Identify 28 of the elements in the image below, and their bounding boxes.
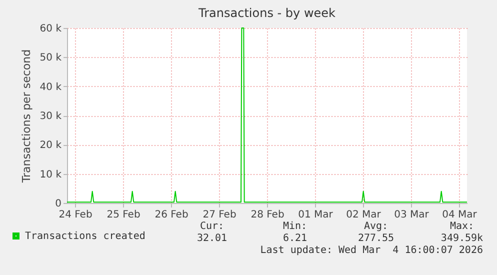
y-tick-label: 40 k [40, 82, 62, 93]
x-tick-label: 02 Mar [346, 210, 382, 220]
text: 32.01 [196, 233, 228, 244]
y-tick-label: 0 [55, 198, 62, 210]
x-tick-label: 26 Feb [154, 210, 188, 220]
y-tick-label: 50 k [40, 52, 62, 64]
x-tick-label: 24 Feb [58, 210, 92, 220]
text: 277.55 [358, 233, 394, 244]
y-tick-label: 60 k [40, 24, 62, 34]
x-tick-label: 28 Feb [250, 210, 284, 220]
x-tick-label: 25 Feb [106, 210, 140, 220]
y-tick-label: 30 k [40, 111, 62, 122]
text: Min: [282, 221, 308, 232]
x-tick-label: 01 Mar [298, 210, 334, 220]
y-tick-label: 20 k [40, 140, 62, 152]
chart-title: Transactions - by week [198, 6, 336, 20]
x-tick-label: 03 Mar [394, 210, 430, 220]
legend-label: Transactions created [25, 231, 146, 242]
text: Max: [450, 221, 474, 232]
y-axis-title: Transactions per second [20, 49, 33, 184]
text: Cur: [200, 221, 224, 232]
text: Avg: [364, 221, 388, 232]
text: 349.59k [440, 233, 484, 244]
text: Last update: Wed Mar 4 16:00:07 2026 [260, 245, 483, 256]
x-tick-label: 04 Mar [442, 210, 478, 220]
y-tick-label: 10 k [40, 169, 62, 180]
x-tick-label: 27 Feb [202, 210, 236, 220]
text: 6.21 [282, 233, 308, 244]
